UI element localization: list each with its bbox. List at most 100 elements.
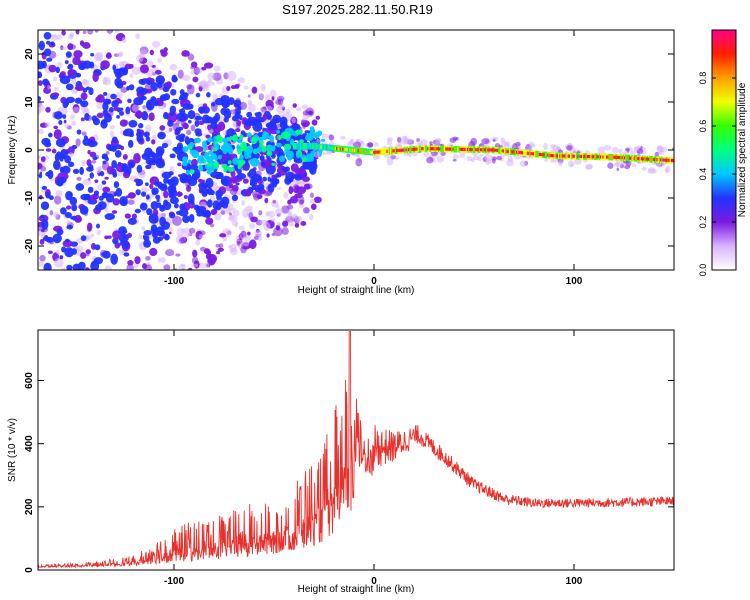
spectrogram-cell — [217, 154, 222, 160]
spectrogram-cell — [71, 120, 77, 126]
spectrogram-cell — [38, 71, 42, 78]
spectrogram-cell — [187, 159, 192, 164]
spectrogram-cell — [295, 168, 307, 176]
spectrogram-cell — [207, 254, 218, 264]
spectrogram-cell — [79, 40, 85, 47]
spectrogram-cell — [206, 92, 211, 98]
spectrogram-cell — [76, 280, 84, 289]
spectrogram-cell — [286, 215, 291, 220]
colorbar: 0.0 0.2 0.4 0.6 0.8 Normalized spectral ampl… — [698, 29, 748, 276]
spectrogram-cell — [90, 233, 95, 238]
spectrogram-cell — [87, 186, 94, 193]
spectrogram-cell — [75, 30, 80, 35]
spectrogram-cell — [429, 141, 433, 145]
spectrogram-cell — [168, 226, 174, 232]
spectrogram-cell — [89, 19, 95, 27]
spectrogram-cell — [78, 62, 86, 71]
spectrogram-cell — [300, 220, 307, 226]
spectrogram-cell — [198, 179, 206, 184]
spectrogram-cell — [220, 144, 228, 152]
spectrogram-cell — [173, 203, 179, 209]
spectrogram-cell — [175, 134, 185, 141]
spectrogram-cell — [80, 117, 85, 122]
spectrogram-cell — [240, 246, 247, 254]
spectrogram-cell — [270, 218, 276, 222]
spectrogram-cell — [66, 264, 73, 270]
spectrogram-cell — [53, 211, 59, 218]
spectrogram-cell — [38, 80, 43, 87]
spectrogram-cell — [257, 235, 263, 242]
spectrogram-cell — [235, 182, 240, 186]
spectrogram-cell — [117, 161, 122, 166]
spectrogram-cell — [112, 198, 120, 206]
spectrogram-cell — [182, 74, 191, 82]
spectrogram-cell — [41, 137, 51, 146]
spectrogram-cell — [169, 153, 176, 159]
spectrogram-cell — [267, 183, 275, 194]
spectrogram-cell — [216, 134, 222, 141]
spectrogram-cell — [122, 298, 129, 304]
spectrogram-cell — [198, 234, 203, 239]
spectrogram-cell — [481, 138, 490, 145]
spectrogram-cell — [291, 213, 299, 220]
spectrogram-cell — [150, 81, 158, 92]
spectrogram-cell — [72, 56, 81, 66]
spectrogram-cell — [216, 250, 221, 255]
spectrogram-cell — [61, 30, 66, 36]
spectrogram-cell — [262, 114, 269, 120]
spectrogram-cell — [175, 253, 181, 257]
spectrogram-cell — [178, 237, 186, 244]
spectrogram-cell — [46, 57, 53, 62]
spectrogram-cell — [202, 148, 206, 152]
spectrogram-cell — [79, 205, 89, 215]
spectrogram-cell — [237, 77, 245, 84]
spectrogram-cell — [138, 123, 144, 129]
spectrogram-cell — [93, 257, 103, 265]
spectrogram-cell — [80, 193, 91, 201]
spectrogram-cell — [188, 146, 193, 150]
spectrogram-cell — [92, 22, 98, 29]
spectrogram-cell — [248, 103, 256, 113]
spectrogram-cell — [136, 54, 144, 63]
spectrogram-cell — [168, 127, 173, 132]
spectrogram-cell — [169, 63, 178, 71]
spectrogram-cell — [59, 71, 66, 77]
spectrogram-cell — [231, 220, 239, 227]
spectrogram-cell — [106, 30, 114, 35]
spectrogram-cell — [264, 94, 271, 101]
spectrogram-cell — [607, 162, 614, 169]
spectrogram-cell — [618, 148, 623, 155]
spectrogram-cell — [215, 244, 221, 248]
spectrogram-cell — [163, 93, 171, 101]
snr-y-tick-label: 200 — [24, 498, 35, 515]
spectrogram-cell — [585, 150, 590, 154]
spectrogram-cell — [85, 86, 91, 91]
spectrogram-cell — [176, 191, 182, 198]
spectrogram-cell — [92, 72, 99, 83]
spectrogram-cell — [309, 213, 314, 221]
spectrogram-cell — [169, 165, 175, 172]
spectrogram-cell — [111, 210, 118, 214]
spectrogram-cell — [263, 222, 271, 232]
spectrogram-cell — [82, 30, 87, 34]
spectrogram-cell — [74, 85, 84, 92]
spectrogram-cell — [452, 136, 457, 141]
spectrogram-cell — [58, 287, 64, 295]
spectrogram-cell — [231, 194, 239, 202]
spectrogram-cell — [60, 267, 67, 270]
spectrogram-y-tick-label: 0 — [24, 147, 35, 153]
spectrogram-cell — [111, 136, 118, 143]
snr-x-tick-label: 0 — [371, 576, 377, 587]
spectrogram-cell — [72, 309, 80, 319]
spectrogram-cell — [65, 238, 70, 243]
spectrogram-cell — [119, 241, 124, 246]
spectrogram-y-axis-label: Frequency (Hz) — [7, 116, 18, 185]
spectrogram-cell — [72, 106, 80, 114]
spectrogram-cell — [187, 110, 196, 120]
spectrogram-cell — [280, 131, 290, 140]
spectrogram-cell — [352, 141, 362, 149]
spectrogram-cell — [55, 274, 62, 282]
spectrogram-cell — [182, 123, 189, 130]
spectrogram-cell — [77, 245, 83, 253]
spectrogram-cell — [237, 163, 242, 170]
